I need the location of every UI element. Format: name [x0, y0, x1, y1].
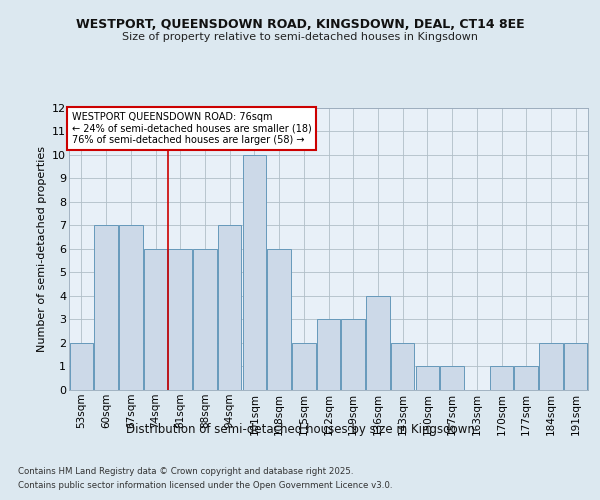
Bar: [416, 366, 439, 390]
Y-axis label: Number of semi-detached properties: Number of semi-detached properties: [37, 146, 47, 352]
Bar: [268, 249, 291, 390]
Text: WESTPORT QUEENSDOWN ROAD: 76sqm
← 24% of semi-detached houses are smaller (18)
7: WESTPORT QUEENSDOWN ROAD: 76sqm ← 24% of…: [71, 112, 311, 145]
Bar: [341, 320, 365, 390]
Bar: [317, 320, 340, 390]
Bar: [539, 343, 563, 390]
Bar: [242, 154, 266, 390]
Bar: [292, 343, 316, 390]
Text: Contains HM Land Registry data © Crown copyright and database right 2025.: Contains HM Land Registry data © Crown c…: [18, 468, 353, 476]
Bar: [70, 343, 93, 390]
Bar: [119, 225, 143, 390]
Bar: [94, 225, 118, 390]
Bar: [169, 249, 192, 390]
Bar: [564, 343, 587, 390]
Text: WESTPORT, QUEENSDOWN ROAD, KINGSDOWN, DEAL, CT14 8EE: WESTPORT, QUEENSDOWN ROAD, KINGSDOWN, DE…: [76, 18, 524, 30]
Text: Distribution of semi-detached houses by size in Kingsdown: Distribution of semi-detached houses by …: [125, 422, 475, 436]
Text: Size of property relative to semi-detached houses in Kingsdown: Size of property relative to semi-detach…: [122, 32, 478, 42]
Bar: [514, 366, 538, 390]
Bar: [366, 296, 389, 390]
Bar: [440, 366, 464, 390]
Bar: [490, 366, 513, 390]
Bar: [144, 249, 167, 390]
Bar: [218, 225, 241, 390]
Bar: [391, 343, 415, 390]
Bar: [193, 249, 217, 390]
Text: Contains public sector information licensed under the Open Government Licence v3: Contains public sector information licen…: [18, 481, 392, 490]
